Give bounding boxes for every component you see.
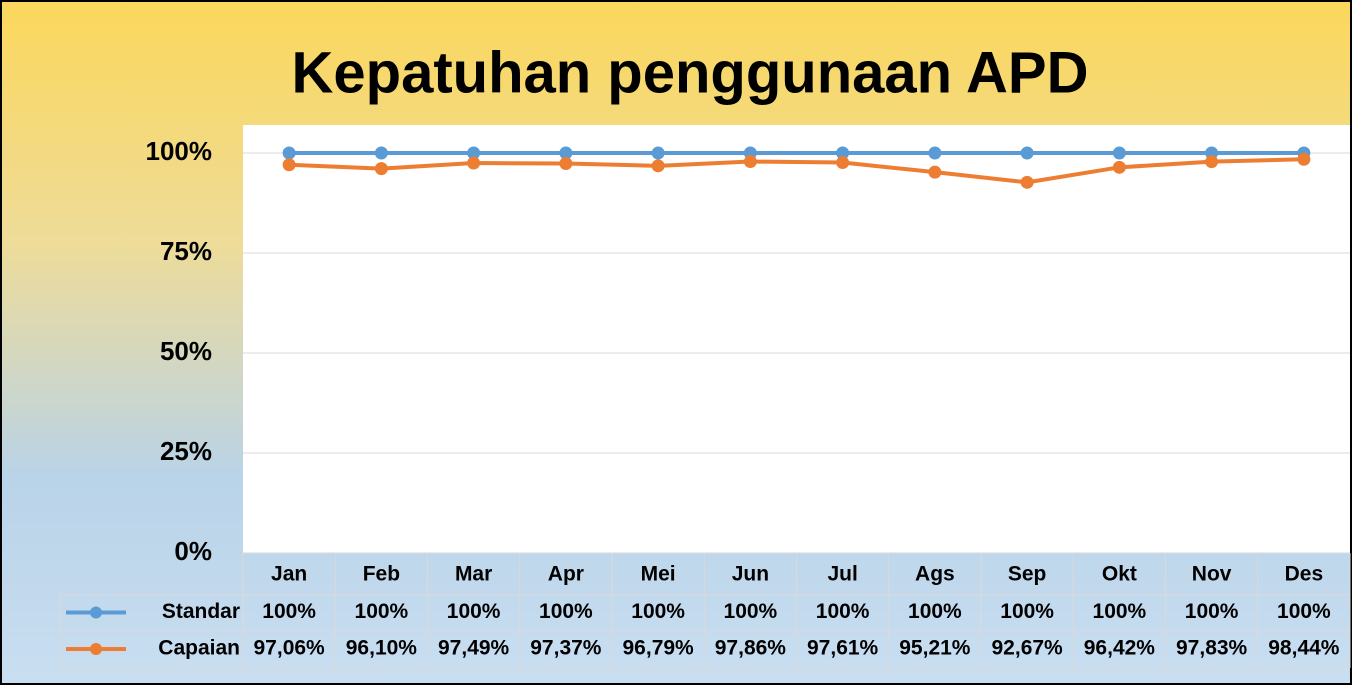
marker xyxy=(651,159,665,173)
legend-key-marker xyxy=(90,643,102,655)
x-tick-label: Des xyxy=(1285,563,1324,586)
marker xyxy=(836,146,850,160)
legend-label: Capaian xyxy=(158,637,240,660)
y-tick-label: 25% xyxy=(160,436,212,466)
data-label: 97,83% xyxy=(1176,637,1248,660)
data-label: 100% xyxy=(262,600,316,623)
marker xyxy=(1112,146,1126,160)
y-tick-label: 100% xyxy=(146,136,213,166)
data-label: 100% xyxy=(1185,600,1239,623)
data-label: 100% xyxy=(1000,600,1054,623)
data-label: 97,06% xyxy=(254,637,326,660)
data-label: 97,61% xyxy=(807,637,879,660)
data-label: 96,79% xyxy=(623,637,695,660)
y-tick-label: 50% xyxy=(160,336,212,366)
marker xyxy=(1297,152,1311,166)
data-label: 100% xyxy=(355,600,409,623)
data-label: 100% xyxy=(816,600,870,623)
marker xyxy=(1020,146,1034,160)
data-label: 92,67% xyxy=(992,637,1064,660)
marker xyxy=(282,146,296,160)
marker xyxy=(1205,155,1219,169)
x-tick-label: Mar xyxy=(455,563,492,586)
x-tick-label: Sep xyxy=(1008,563,1047,586)
x-tick-label: Jun xyxy=(732,563,769,586)
y-tick-label: 75% xyxy=(160,236,212,266)
data-label: 100% xyxy=(1277,600,1331,623)
marker xyxy=(467,146,481,160)
marker xyxy=(374,146,388,160)
series-line xyxy=(289,157,1304,185)
data-label: 97,86% xyxy=(715,637,787,660)
legend-label: Standar xyxy=(162,600,240,623)
marker xyxy=(928,146,942,160)
x-tick-label: Feb xyxy=(363,563,400,586)
marker xyxy=(836,156,850,170)
data-label: 96,10% xyxy=(346,637,418,660)
marker xyxy=(651,146,665,160)
legend-key-marker xyxy=(90,606,102,619)
data-label: 96,42% xyxy=(1084,637,1156,660)
marker xyxy=(374,162,388,176)
data-label: 100% xyxy=(539,600,593,623)
x-tick-label: Jul xyxy=(827,563,857,586)
chart-title: Kepatuhan penggunaan APD xyxy=(292,40,1089,105)
marker xyxy=(743,155,757,169)
data-label: 95,21% xyxy=(899,637,971,660)
marker xyxy=(928,165,942,179)
marker xyxy=(282,158,296,172)
x-tick-label: Jan xyxy=(271,563,307,586)
data-label: 100% xyxy=(908,600,962,623)
marker xyxy=(559,146,573,160)
data-label: 97,37% xyxy=(530,637,602,660)
x-tick-label: Ags xyxy=(915,563,955,586)
data-label: 100% xyxy=(1093,600,1147,623)
x-tick-label: Okt xyxy=(1102,563,1137,586)
data-label: 100% xyxy=(447,600,501,623)
data-label: 97,49% xyxy=(438,637,510,660)
plot-area xyxy=(243,125,1350,553)
marker xyxy=(559,157,573,171)
x-tick-label: Apr xyxy=(548,563,584,586)
data-label: 100% xyxy=(724,600,778,623)
data-label: 98,44% xyxy=(1268,637,1340,660)
marker xyxy=(467,156,481,170)
marker xyxy=(1020,175,1034,189)
marker xyxy=(1112,160,1126,174)
data-label: 100% xyxy=(631,600,685,623)
x-tick-label: Mei xyxy=(641,563,676,586)
y-tick-label: 0% xyxy=(174,536,212,566)
x-tick-label: Nov xyxy=(1192,563,1232,586)
